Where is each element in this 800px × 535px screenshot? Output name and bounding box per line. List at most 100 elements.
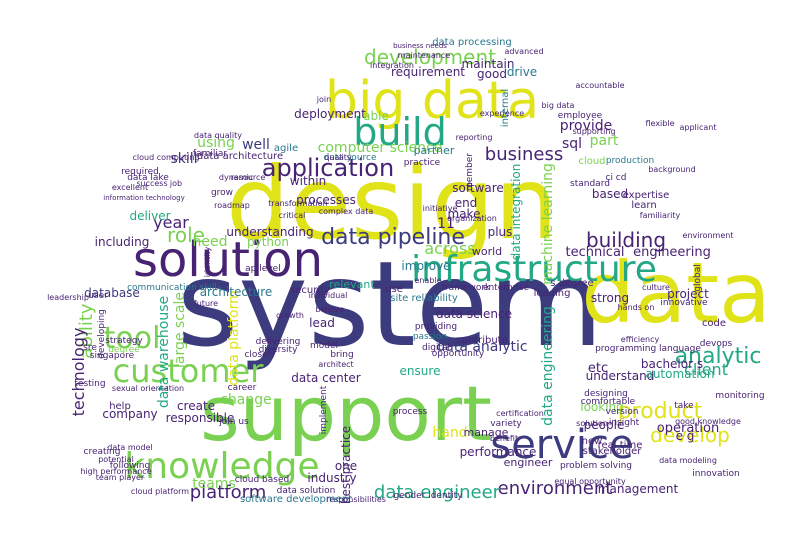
word-user: user [88, 291, 108, 301]
word-etc: etc [588, 361, 608, 376]
word-automation: automation [645, 367, 714, 381]
word-applicant: applicant [679, 123, 716, 132]
word-closely: closely [244, 350, 276, 360]
word-leading: leading [534, 288, 571, 299]
word-good-knowledge: good knowledge [675, 417, 741, 426]
word-standard: standard [570, 179, 610, 189]
word-bring: bring [330, 350, 353, 360]
word-one: one [335, 459, 357, 473]
word-hands-on: hands on [618, 303, 655, 312]
word-ci-cd: ci cd [606, 173, 627, 183]
word-understanding: understanding [226, 225, 313, 239]
word-operation: operation [657, 421, 719, 436]
word-sexual-orientation: sexual orientation [112, 384, 184, 393]
word-leadership: leadership [47, 293, 89, 302]
word-role: role [167, 223, 205, 247]
word-familiarity: familiarity [640, 211, 681, 220]
word-familiar: familiar [193, 149, 227, 159]
word-provide: provide [560, 118, 613, 134]
word-responsible: responsible [166, 411, 235, 425]
word-support: support [200, 369, 492, 458]
word-enable: enable [414, 276, 441, 285]
word-enterprise: enterprise [483, 283, 530, 293]
word-developing: developing [97, 309, 107, 359]
word-performance: performance [460, 445, 537, 459]
word-design: design [226, 145, 558, 262]
word-comfortable: comfortable [581, 397, 636, 407]
word-python: python [247, 235, 289, 249]
word-using: using [197, 135, 235, 151]
word-efficiency: efficiency [621, 335, 660, 344]
word-responsibilities: responsibilities [326, 495, 386, 504]
word-part: part [590, 133, 619, 149]
word-data-quality: data quality [194, 131, 242, 140]
word-diversity: diversity [259, 345, 298, 355]
word-looking: looking [580, 400, 624, 414]
word-requirement: requirement [391, 65, 465, 79]
word-good: good [477, 67, 507, 81]
word-insight: insight [609, 418, 640, 428]
word-change: change [220, 392, 272, 408]
word-career: career [228, 383, 257, 393]
word-lead: lead [309, 316, 335, 330]
word-quality: quality [324, 153, 352, 162]
word-team-player: team player [96, 473, 145, 482]
word-contribute: contribute [456, 335, 508, 346]
word-real-time: real time [598, 440, 643, 451]
word-job: job [169, 179, 182, 188]
word-able: able [363, 109, 389, 123]
word-code: code [702, 318, 726, 329]
word-customer: customer [113, 352, 265, 390]
word-deployment: deployment [294, 107, 366, 121]
word-platform: platform [190, 482, 266, 503]
word-skill: skill [170, 151, 197, 167]
word-big-data: big data [325, 71, 539, 131]
word-innovation: innovation [692, 469, 740, 479]
word-development: development [364, 45, 496, 69]
word-data-science: data science [436, 307, 512, 321]
word-world: world [472, 245, 502, 258]
word-teams: teams [192, 476, 236, 492]
word-architecture: architecture [200, 285, 273, 299]
word-computer-science: computer science [318, 140, 443, 156]
word-technical: technical [565, 245, 624, 260]
word-cloud: cloud [578, 156, 605, 167]
word-dynamic: dynamic [219, 173, 253, 182]
word-following: following [110, 461, 150, 471]
word-data-platform: data platform [226, 290, 242, 385]
word-degree: degree [108, 345, 140, 355]
word-designing: designing [584, 389, 628, 399]
word-data-model-2: data modeling [659, 456, 717, 465]
word-organization: organization [447, 214, 497, 223]
word-project: project [667, 287, 709, 301]
word-gender-identity: gender identity [393, 491, 463, 501]
word-devops: devops [700, 339, 733, 349]
word-complex-data: complex data [319, 207, 374, 216]
word-cloud-computing: cloud computing [133, 153, 200, 162]
word-ability: ability [76, 303, 97, 359]
word-based: based [592, 187, 628, 201]
word-use: use [385, 284, 403, 295]
word-sre: sre [83, 343, 97, 353]
word-engineering: engineering [633, 245, 711, 260]
word-supporting: supporting [572, 127, 615, 136]
word-bachelor-s: bachelor s [641, 357, 703, 371]
word-believe: believe [315, 305, 344, 314]
word-deliver: deliver [129, 209, 170, 223]
word-flexible: flexible [646, 119, 675, 128]
word-s-degree: s degree [550, 278, 593, 289]
word-critical: critical [279, 211, 306, 220]
word-within: within [290, 174, 326, 188]
word-data-pipeline: data pipeline [321, 225, 465, 250]
word-data-solution: data solution [277, 486, 336, 496]
word-end: end [455, 196, 478, 210]
word-building: building [586, 228, 666, 252]
word-e-g: e g [676, 429, 695, 443]
word-people: people [584, 418, 625, 432]
word-data: data [581, 244, 770, 342]
word-cloud-based: cloud based [235, 475, 289, 485]
word-growth: growth [276, 311, 304, 320]
word-service: service [490, 422, 633, 468]
word-strategy: strategy [105, 336, 143, 346]
word-hand: hand [432, 425, 467, 441]
